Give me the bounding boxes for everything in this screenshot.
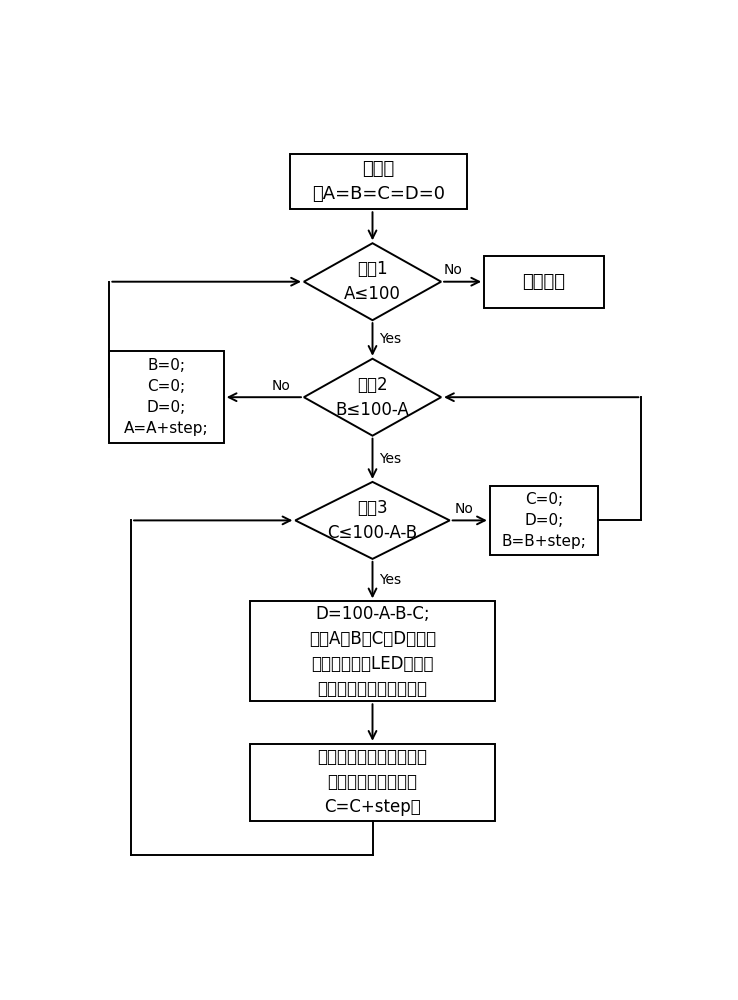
Text: 程序结束: 程序结束: [523, 273, 565, 291]
Polygon shape: [304, 243, 441, 320]
Polygon shape: [304, 359, 441, 436]
Text: No: No: [272, 379, 291, 393]
FancyBboxPatch shape: [109, 351, 224, 443]
FancyBboxPatch shape: [249, 744, 495, 821]
Text: D=100-A-B-C;
根据A、B、C、D的取值
分别计算四色LED的最大
光功率与驱动电流占空比: D=100-A-B-C; 根据A、B、C、D的取值 分别计算四色LED的最大 光…: [309, 605, 436, 698]
Text: Yes: Yes: [379, 573, 401, 587]
Text: Yes: Yes: [379, 452, 401, 466]
Text: C=0;
D=0;
B=B+step;: C=0; D=0; B=B+step;: [502, 492, 587, 549]
Text: B=0;
C=0;
D=0;
A=A+step;: B=0; C=0; D=0; A=A+step;: [124, 358, 209, 436]
Text: No: No: [455, 502, 474, 516]
Text: 条件2
B≤100-A: 条件2 B≤100-A: [336, 376, 410, 419]
FancyBboxPatch shape: [484, 256, 604, 308]
Text: 条件1
A≤100: 条件1 A≤100: [344, 260, 401, 303]
Text: 条件3
C≤100-A-B: 条件3 C≤100-A-B: [328, 499, 418, 542]
Text: 初始化
令A=B=C=D=0: 初始化 令A=B=C=D=0: [311, 160, 445, 203]
Text: 计算混色光的光度、色度
学参数并写入表格；
C=C+step；: 计算混色光的光度、色度 学参数并写入表格； C=C+step；: [317, 748, 427, 816]
Text: Yes: Yes: [379, 332, 401, 346]
FancyBboxPatch shape: [249, 601, 495, 701]
Polygon shape: [295, 482, 449, 559]
FancyBboxPatch shape: [289, 154, 467, 209]
FancyBboxPatch shape: [490, 486, 599, 555]
Text: No: No: [443, 263, 462, 277]
